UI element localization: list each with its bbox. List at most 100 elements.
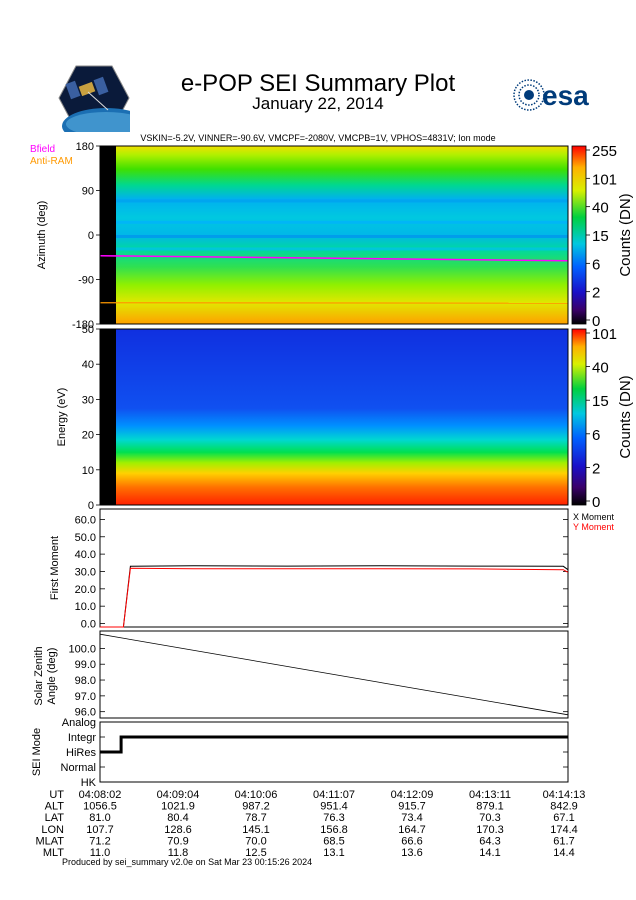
ephemeris-row-label: UT (49, 789, 64, 801)
ephemeris-cell: 128.6 (164, 824, 192, 836)
azimuth-stripe (100, 199, 568, 203)
esa-logo-text: esa (542, 80, 589, 111)
ephemeris-cell: 987.2 (242, 801, 270, 813)
ephemeris-cell: 156.8 (320, 824, 348, 836)
legend-y-moment: Y Moment (573, 522, 614, 532)
first-moment-tick-label: 60.0 (75, 514, 96, 526)
sei-mode-tick-label: Integr (68, 732, 96, 744)
azimuth-colorbar-tick-label: 2 (592, 285, 600, 302)
azimuth-y-label: Azimuth (deg) (36, 201, 48, 269)
sei-mode-y-ticks: Analog Integr HiRes Normal HK (61, 717, 568, 789)
azimuth-colorbar-tick-label: 6 (592, 256, 600, 273)
azimuth-stripe (100, 235, 568, 238)
ephemeris-cell: 04:14:13 (543, 789, 586, 801)
ephemeris-row-label: MLAT (35, 835, 64, 847)
ephemeris-cell: 04:09:04 (157, 789, 200, 801)
ephemeris-cell: 71.2 (89, 835, 110, 847)
epop-satellite-logo (58, 65, 130, 132)
solar-zenith-line (99, 633, 569, 716)
produced-by-footer: Produced by sei_summary v2.0e on Sat Mar… (62, 857, 313, 867)
solar-zenith-y-ticks: 100.0 99.0 98.0 97.0 96.0 (68, 643, 568, 719)
energy-colorbar-tick-label: 2 (592, 460, 600, 477)
ephemeris-cell: 13.1 (323, 847, 344, 859)
ephemeris-cell: 61.7 (553, 835, 574, 847)
ephemeris-cell: 70.0 (245, 835, 266, 847)
azimuth-colorbar-label: Counts (DN) (617, 193, 634, 276)
legend-bfield: Bfield (30, 144, 56, 155)
ephemeris-cell: 145.1 (242, 824, 270, 836)
ephemeris-cell: 107.7 (86, 824, 114, 836)
ephemeris-cell: 81.0 (89, 812, 110, 824)
bfield-line (99, 255, 569, 262)
ephemeris-cell: 68.5 (323, 835, 344, 847)
solar-zenith-tick-label: 99.0 (75, 659, 96, 671)
azimuth-stripes (100, 199, 568, 251)
ephemeris-cell: 170.3 (476, 824, 504, 836)
page-date: January 22, 2014 (252, 94, 384, 113)
first-moment-tick-label: 0.0 (81, 619, 96, 631)
azimuth-tick-label: 90 (82, 186, 94, 198)
ephemeris-cell: 80.4 (167, 812, 188, 824)
azimuth-fill-gap (100, 146, 116, 324)
ephemeris-cell: 14.4 (553, 847, 574, 859)
azimuth-stripe (100, 247, 568, 251)
energy-colorbar-tick-label: 40 (592, 360, 609, 377)
energy-tick-label: 0 (88, 500, 94, 512)
sei-mode-panel: Analog Integr HiRes Normal HK SEI Mode (31, 717, 569, 789)
ephemeris-cell: 04:11:07 (313, 789, 355, 801)
energy-fill-gap (100, 329, 116, 505)
ephemeris-cell: 04:12:09 (391, 789, 434, 801)
ephemeris-cell: 174.4 (550, 824, 578, 836)
sei-mode-y-label: SEI Mode (31, 728, 43, 776)
azimuth-colorbar-tick-label: 255 (592, 143, 617, 160)
energy-tick-label: 20 (82, 430, 94, 442)
ephemeris-cell: 12.5 (245, 847, 266, 859)
legend-x-moment: X Moment (573, 512, 615, 522)
energy-colorbar-tick-label: 6 (592, 427, 600, 444)
energy-colorbar-ticks: 101 40 15 6 2 0 (586, 326, 617, 511)
ephemeris-cell: 14.1 (479, 847, 500, 859)
azimuth-y-ticks: 180 90 0 -90 -180 (72, 141, 100, 331)
ephemeris-cell: 11.8 (168, 847, 189, 859)
ephemeris-cell: 842.9 (550, 801, 578, 813)
ephemeris-cell: 76.3 (323, 812, 344, 824)
first-moment-tick-label: 20.0 (75, 584, 96, 596)
energy-tick-label: 50 (82, 324, 94, 336)
energy-heatmap (100, 329, 568, 505)
page-title: e-POP SEI Summary Plot (180, 70, 456, 97)
sei-mode-tick-label: Normal (61, 762, 96, 774)
ephemeris-row-label: LON (41, 824, 64, 836)
energy-colorbar-tick-label: 101 (592, 326, 617, 343)
azimuth-tick-label: -90 (78, 275, 94, 287)
solar-zenith-tick-label: 98.0 (75, 675, 96, 687)
sei-mode-tick-label: Analog (62, 717, 96, 729)
ephemeris-cell: 1021.9 (161, 801, 195, 813)
ephemeris-cell: 1056.5 (83, 801, 117, 813)
ephemeris-cell: 915.7 (398, 801, 426, 813)
energy-tick-label: 30 (82, 394, 94, 406)
azimuth-colorbar-ticks: 255 101 40 15 6 2 0 (586, 143, 617, 330)
ephemeris-cell: 04:08:02 (79, 789, 122, 801)
first-moment-y-ticks: 60.0 50.0 40.0 30.0 20.0 10.0 0.0 (75, 514, 568, 631)
sei-mode-tick-label: HK (81, 777, 97, 789)
ephemeris-cell: 164.7 (398, 824, 426, 836)
azimuth-tick-label: -180 (72, 319, 94, 331)
ephemeris-cell: 66.6 (401, 835, 422, 847)
ephemeris-cell: 04:13:11 (469, 789, 511, 801)
ephemeris-cell: 951.4 (320, 801, 348, 813)
ephemeris-row-label: ALT (45, 801, 65, 813)
azimuth-colorbar-tick-label: 15 (592, 228, 609, 245)
solar-zenith-y-label-line2: Angle (deg) (46, 648, 58, 705)
ephemeris-cell: 879.1 (476, 801, 504, 813)
energy-colorbar-tick-label: 15 (592, 393, 609, 410)
first-moment-y-label: First Moment (49, 536, 61, 600)
azimuth-stripe (100, 220, 568, 224)
energy-colorbar-tick-label: 0 (592, 494, 600, 511)
solar-zenith-panel: 100.0 99.0 98.0 97.0 96.0 Solar Zenith Angle… (33, 630, 569, 719)
energy-y-ticks: 50 40 30 20 10 0 (82, 324, 100, 512)
ephemeris-cell: 70.9 (167, 835, 188, 847)
ephemeris-cell: 11.0 (90, 847, 111, 859)
ephemeris-row-label: LAT (45, 812, 65, 824)
first-moment-tick-label: 30.0 (75, 566, 96, 578)
